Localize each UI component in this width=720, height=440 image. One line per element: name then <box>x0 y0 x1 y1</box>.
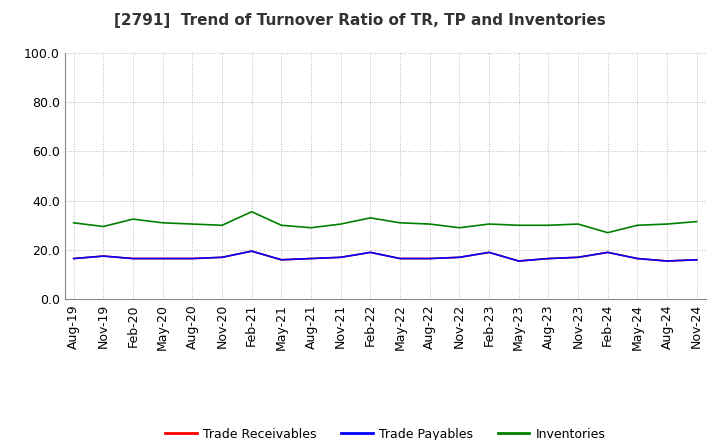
Text: [2791]  Trend of Turnover Ratio of TR, TP and Inventories: [2791] Trend of Turnover Ratio of TR, TP… <box>114 13 606 28</box>
Legend: Trade Receivables, Trade Payables, Inventories: Trade Receivables, Trade Payables, Inven… <box>161 423 610 440</box>
